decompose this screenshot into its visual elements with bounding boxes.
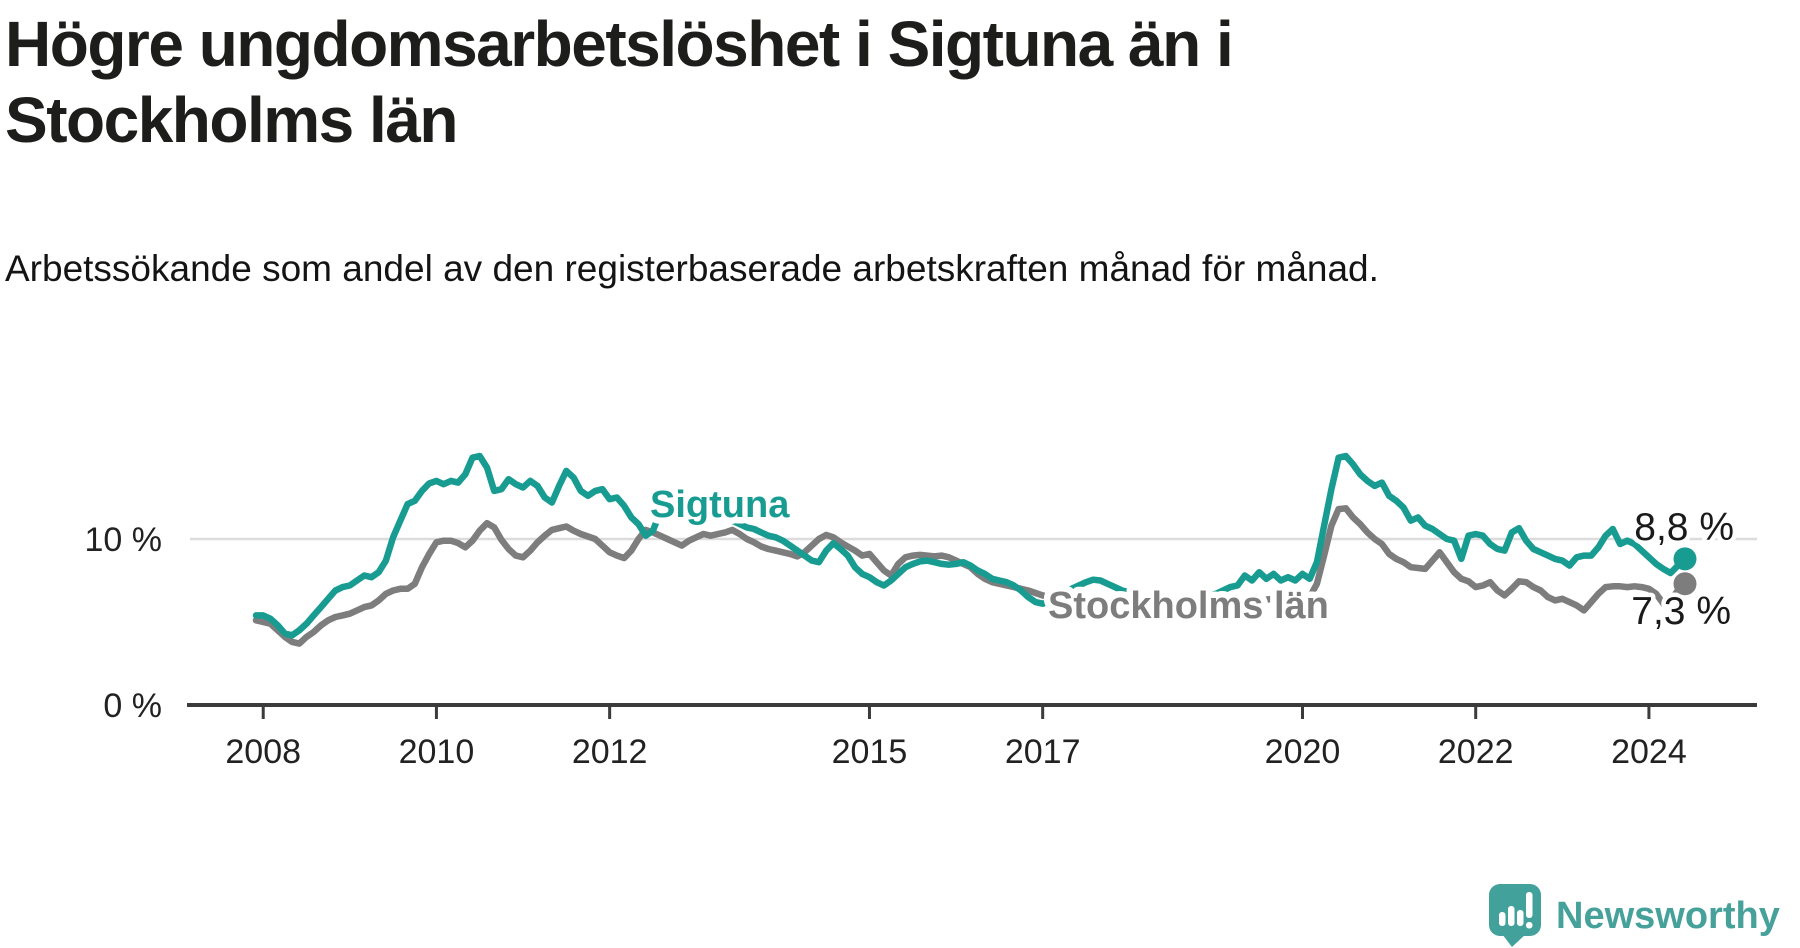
end-value-label-sigtuna: 8,8 % (1634, 506, 1734, 549)
stockholm-end-dot (1673, 572, 1697, 596)
end-value-label-stockholm: 7,3 % (1631, 590, 1731, 633)
x-axis-ticks: 2008 2010 2012 2015 2017 2020 2022 2024 (225, 705, 1687, 771)
x-tick-label: 2010 (399, 733, 475, 771)
x-tick-label: 2024 (1611, 733, 1687, 771)
x-tick-label: 2015 (832, 733, 908, 771)
series-label-sigtuna: Sigtuna (650, 484, 790, 526)
stockholm-line (252, 505, 1689, 647)
sigtuna-line (252, 452, 1689, 639)
y-tick-label-0: 0 % (103, 687, 162, 725)
x-tick-label: 2017 (1005, 733, 1081, 771)
page-subtitle: Arbetssökande som andel av den registerb… (5, 248, 1379, 289)
x-tick-label: 2008 (225, 733, 301, 771)
y-tick-label-10: 10 % (85, 521, 163, 559)
series-label-stockholm: Stockholms län (1048, 585, 1329, 627)
x-tick-label: 2020 (1265, 733, 1341, 771)
page-title: Högre ungdomsarbetslöshet i Sigtuna än i… (5, 8, 1234, 156)
brand-name: Newsworthy (1556, 894, 1780, 937)
newsworthy-logo-icon (1489, 884, 1541, 947)
x-tick-label: 2012 (572, 733, 648, 771)
sigtuna-end-dot (1673, 547, 1697, 571)
x-tick-label: 2022 (1438, 733, 1514, 771)
brand-footer: Newsworthy (1489, 884, 1780, 948)
